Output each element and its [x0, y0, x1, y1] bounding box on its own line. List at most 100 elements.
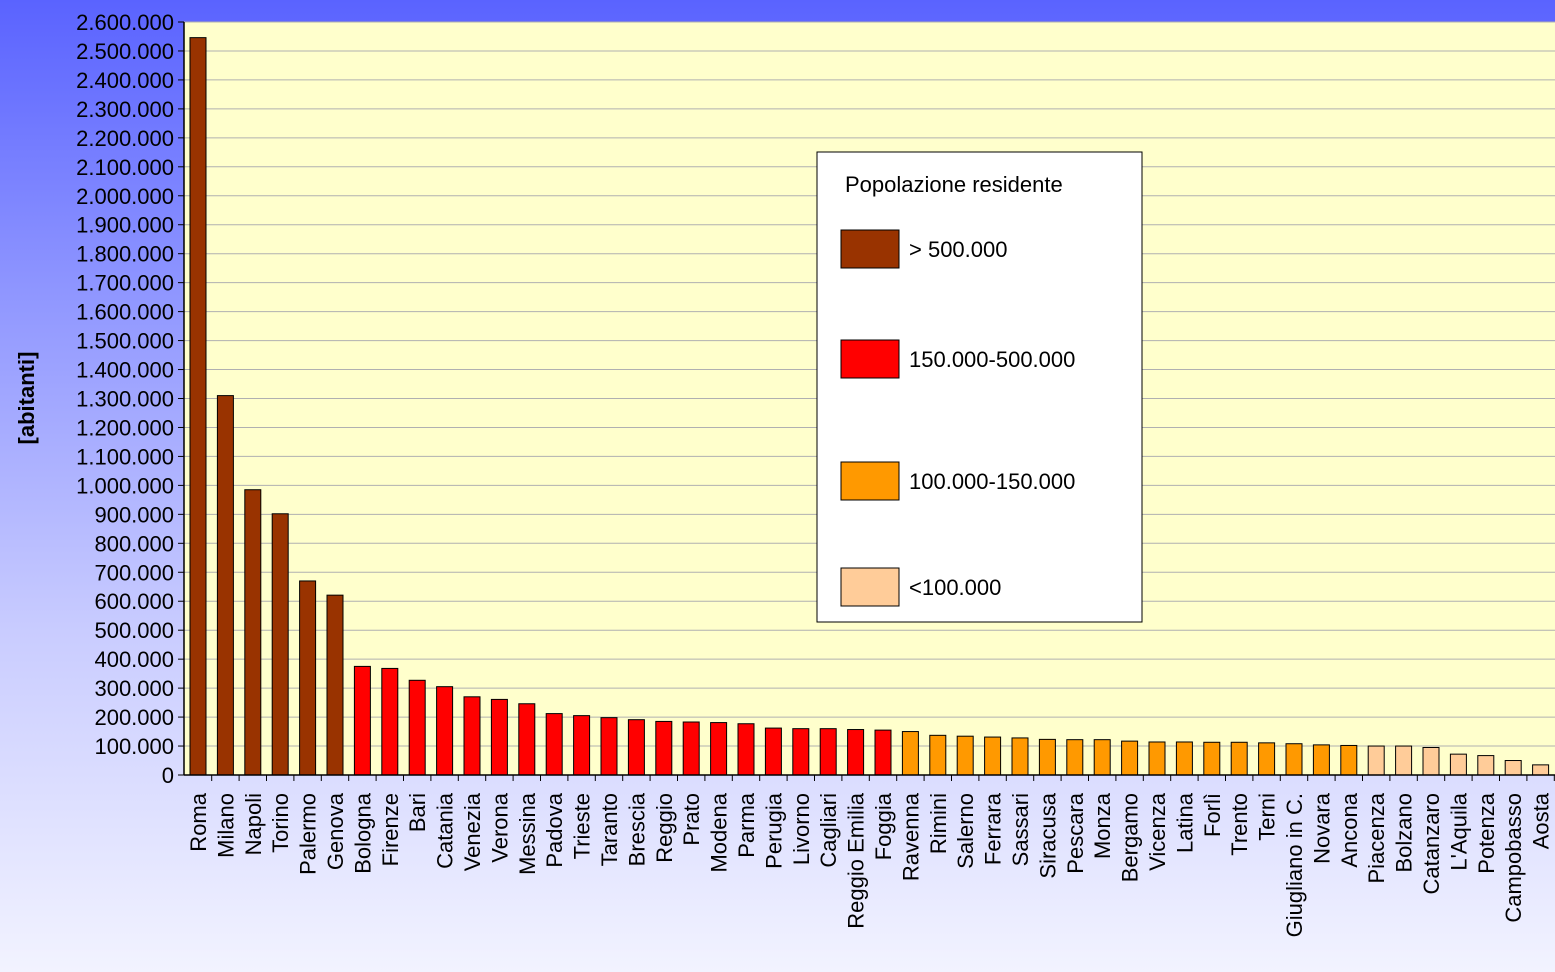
x-tick-label: Ravenna [898, 792, 923, 881]
bar [1038, 738, 1056, 776]
bar [1258, 742, 1276, 776]
bar [353, 665, 371, 776]
bar [1066, 739, 1084, 776]
legend: Popolazione residente > 500.000 150.000-5… [816, 151, 1143, 623]
bar [1148, 741, 1166, 776]
bar [1395, 745, 1413, 776]
x-tick-label: Trento [1227, 793, 1252, 856]
x-tick-label: Pescara [1063, 792, 1088, 873]
bars [189, 37, 1550, 776]
bar [518, 703, 536, 776]
x-tick-label: Reggio [652, 793, 677, 863]
y-tick-label: 1.100.000 [76, 444, 174, 469]
y-tick-label: 1.200.000 [76, 415, 174, 440]
x-tick-label: Piacenza [1364, 792, 1389, 883]
y-tick-label: 2.200.000 [76, 126, 174, 151]
bar [1532, 764, 1550, 776]
x-tick-label: Catanzaro [1419, 793, 1444, 895]
x-tick-label: Roma [186, 792, 211, 851]
axes [178, 21, 1555, 781]
x-tick-labels: Roma Milano Napoli Torino Palermo Genova Bolog… [186, 792, 1554, 937]
bar [1203, 741, 1221, 776]
x-tick-label: Bolzano [1392, 793, 1417, 873]
x-tick-label: Parma [734, 792, 759, 858]
y-tick-label: 1.500.000 [76, 329, 174, 354]
x-tick-label: Messina [515, 792, 540, 875]
x-tick-label: Taranto [597, 793, 622, 866]
x-tick-label: Trieste [570, 793, 595, 859]
x-tick-label: Padova [542, 792, 567, 867]
y-tick-label: 300.000 [94, 676, 174, 701]
y-tick-label: 2.100.000 [76, 155, 174, 180]
y-tick-labels: 0 100.000 200.000 300.000 400.000 500.000 600.… [76, 10, 174, 788]
x-tick-label: Aosta [1529, 792, 1554, 849]
bar [1367, 745, 1385, 776]
y-tick-label: 600.000 [94, 589, 174, 614]
bar [408, 679, 426, 776]
legend-label: > 500.000 [909, 237, 1007, 262]
bar [682, 721, 700, 776]
legend-swatch [840, 567, 900, 607]
y-tick-label: 400.000 [94, 647, 174, 672]
x-tick-label: Genova [323, 792, 348, 870]
y-tick-label: 1.900.000 [76, 213, 174, 238]
x-tick-label: Catania [433, 792, 458, 869]
bar [710, 722, 728, 776]
x-tick-label: Foggia [871, 792, 896, 860]
bar [1504, 760, 1522, 776]
x-tick-label: Verona [487, 792, 512, 862]
bar [901, 731, 919, 776]
bar [1121, 740, 1139, 776]
y-axis-label: [abitanti] [14, 352, 39, 445]
legend-swatch [840, 339, 900, 379]
x-tick-label: Bergamo [1118, 793, 1143, 882]
y-tick-label: 100.000 [94, 734, 174, 759]
x-tick-label: Firenze [378, 793, 403, 866]
bar [463, 696, 481, 776]
x-tick-label: Ferrara [981, 792, 1006, 865]
y-tick-label: 500.000 [94, 618, 174, 643]
x-tick-label: Terni [1255, 793, 1280, 841]
bar [956, 735, 974, 776]
x-tick-label: Livorno [789, 793, 814, 865]
y-tick-label: 900.000 [94, 502, 174, 527]
bar [1449, 753, 1467, 776]
x-tick-label: Brescia [624, 792, 649, 866]
bar [189, 37, 207, 776]
bar [1011, 737, 1029, 776]
legend-label: 100.000-150.000 [909, 469, 1075, 494]
bar [984, 736, 1002, 776]
y-tick-label: 800.000 [94, 531, 174, 556]
y-tick-label: 1.400.000 [76, 358, 174, 383]
bar [573, 715, 591, 776]
y-tick-label: 700.000 [94, 560, 174, 585]
bar [381, 667, 399, 776]
x-tick-label: Ancona [1337, 792, 1362, 867]
legend-swatch [840, 461, 900, 501]
y-tick-label: 2.600.000 [76, 10, 174, 35]
x-tick-label: Siracusa [1035, 792, 1060, 878]
bar [545, 713, 563, 776]
y-tick-label: 2.500.000 [76, 39, 174, 64]
x-tick-label: L'Aquila [1446, 792, 1471, 870]
bar [299, 580, 317, 776]
bar [737, 723, 755, 776]
bar [326, 594, 344, 776]
y-tick-label: 1.600.000 [76, 300, 174, 325]
bar [436, 686, 454, 776]
y-tick-label: 2.400.000 [76, 68, 174, 93]
y-tick-label: 1.300.000 [76, 387, 174, 412]
legend-swatch [840, 229, 900, 269]
y-tick-label: 0 [162, 763, 174, 788]
y-tick-label: 1.700.000 [76, 271, 174, 296]
x-tick-label: Bari [405, 793, 430, 832]
x-tick-label: Giugliano in C. [1282, 793, 1307, 937]
y-tick-label: 1.800.000 [76, 242, 174, 267]
legend-box [816, 151, 1143, 623]
x-tick-label: Sassari [1008, 793, 1033, 866]
bar [1340, 744, 1358, 776]
x-tick-label: Cagliari [816, 793, 841, 868]
x-tick-label: Napoli [241, 793, 266, 855]
